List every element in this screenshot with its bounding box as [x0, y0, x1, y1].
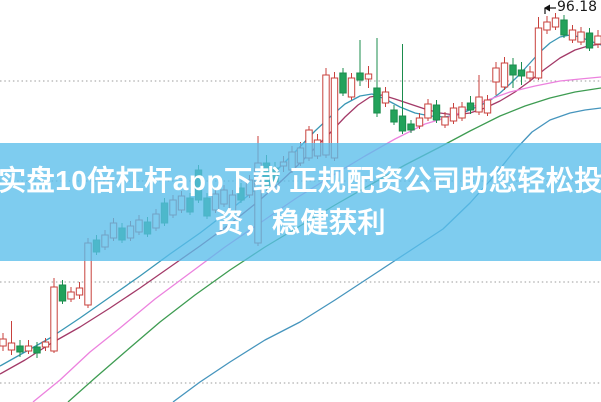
candle-up [24, 345, 33, 352]
candle-up [347, 77, 356, 98]
candle-up [475, 96, 483, 113]
candle-down [339, 72, 347, 94]
candle-down [585, 32, 594, 49]
candle-up [534, 27, 543, 79]
ad-banner-line2: 资，稳健获利 [214, 207, 386, 238]
candle-down [509, 64, 517, 76]
candle-down [390, 109, 398, 123]
candle-up [594, 35, 601, 45]
high-price-label: 96.18 [557, 0, 598, 15]
ad-banner-line1: 实盘10倍杠杆app下载 正规配资公司助您轻松投 [0, 165, 601, 196]
candle-up [75, 287, 84, 296]
candle-up [415, 117, 424, 127]
candle-up [543, 21, 551, 31]
candle-down [398, 115, 407, 132]
candle-up [67, 291, 75, 300]
ad-banner: 实盘10倍杠杆app下载 正规配资公司助您轻松投 资，稳健获利 [0, 143, 601, 261]
candle-down [466, 102, 475, 111]
candle-up [364, 73, 373, 80]
left-arrow-head [544, 4, 550, 12]
candle-up [577, 31, 585, 43]
candle-up [568, 29, 577, 41]
candle-down [407, 123, 415, 131]
candle-up [41, 341, 50, 348]
candle-down [432, 104, 441, 121]
candle-up [500, 62, 509, 88]
candle-up [424, 103, 432, 119]
candle-up [7, 342, 16, 351]
candle-up [551, 17, 560, 28]
candle-up [50, 286, 58, 352]
candle-down [356, 72, 364, 81]
candle-up [441, 116, 449, 126]
candle-down [16, 345, 24, 353]
candle-down [58, 284, 67, 302]
candle-down [560, 19, 568, 36]
candle-down [373, 87, 381, 114]
candle-up [0, 338, 7, 347]
candle-down [517, 69, 526, 77]
candle-up [458, 106, 466, 119]
candle-down [33, 346, 41, 354]
ma2-magenta [0, 43, 601, 375]
candle-up [381, 91, 390, 104]
candle-up [492, 67, 500, 83]
candle-up [449, 107, 458, 122]
candle-up [526, 71, 534, 79]
candle-up [483, 99, 492, 114]
